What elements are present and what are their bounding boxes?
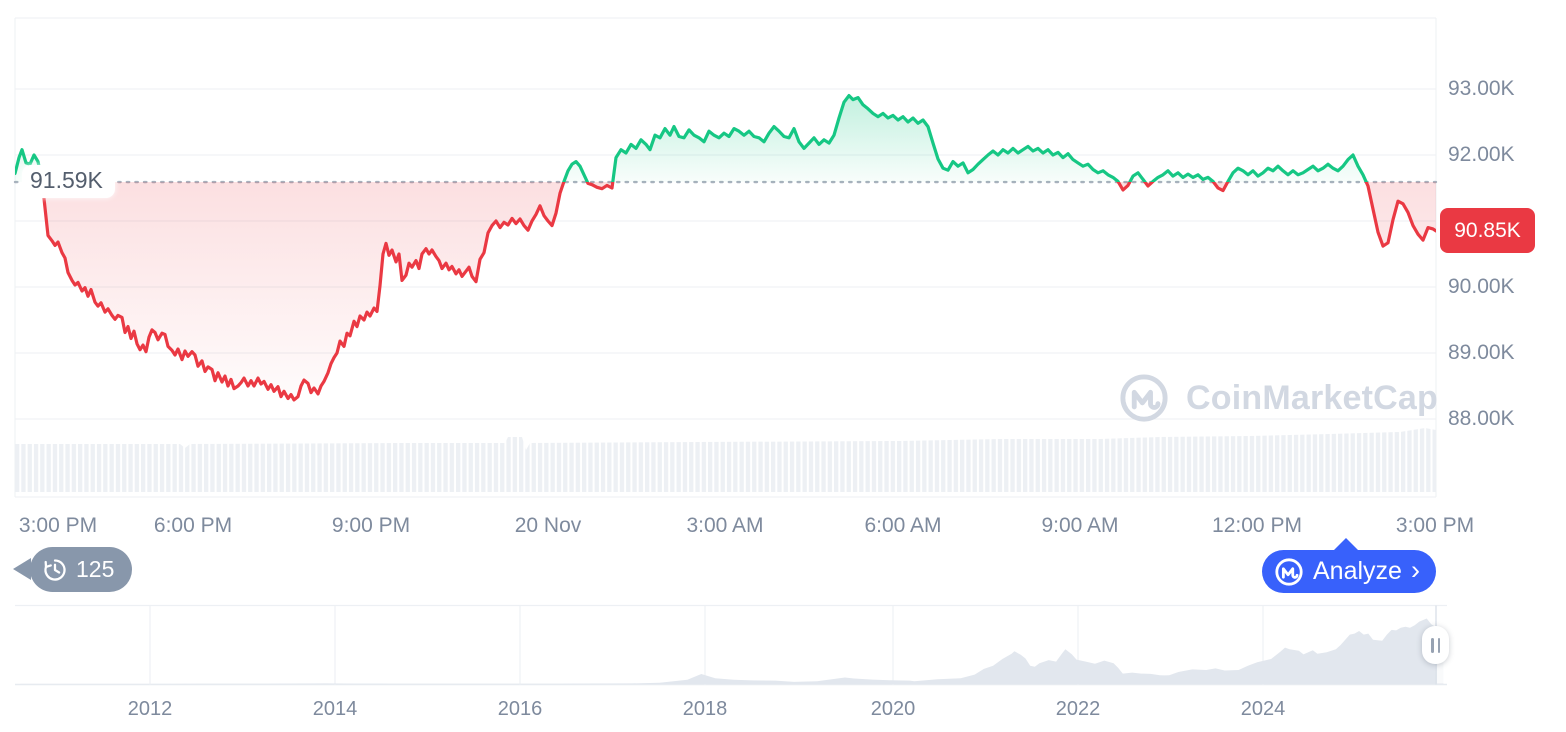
x-axis-label: 12:00 PM	[1212, 514, 1302, 537]
year-label: 2022	[1055, 698, 1101, 720]
x-axis-label: 20 Nov	[514, 514, 582, 537]
price-line-down	[40, 182, 1436, 402]
navigator-resize-handle[interactable]	[1422, 626, 1449, 664]
price-area-down	[15, 182, 1436, 400]
handle-grip	[1431, 637, 1434, 653]
baseline-price-label: 91.59K	[22, 165, 115, 199]
year-label: 2018	[682, 698, 728, 720]
chevron-right-icon: ›	[1410, 555, 1420, 585]
analyze-button[interactable]: Analyze ›	[1262, 538, 1436, 593]
year-label: 2016	[497, 698, 543, 720]
watermark-text: CoinMarketCap	[1186, 378, 1438, 417]
badge-left-pointer	[13, 558, 31, 580]
x-axis-label: 6:00 AM	[864, 514, 942, 537]
coinmarketcap-logo-icon	[1275, 557, 1303, 586]
history-count: 125	[76, 556, 115, 582]
y-axis-label: 89.00K	[1448, 341, 1515, 364]
y-axis-label: 88.00K	[1448, 407, 1515, 430]
y-axis-label: 90.00K	[1448, 275, 1515, 298]
caret-up-icon	[1333, 538, 1359, 551]
x-axis-label: 9:00 AM	[1041, 514, 1119, 537]
x-axis-label: 3:00 PM	[18, 514, 98, 537]
year-label: 2014	[312, 698, 358, 720]
x-axis-label: 3:00 AM	[686, 514, 764, 537]
y-axis-label: 93.00K	[1448, 77, 1515, 100]
history-clock-icon	[44, 558, 66, 581]
price-line-up	[15, 94, 1368, 183]
year-label: 2024	[1240, 698, 1286, 720]
year-label: 2020	[870, 698, 916, 720]
volume-bars	[15, 428, 1436, 492]
x-axis-label: 3:00 PM	[1395, 514, 1475, 537]
year-label: 2012	[127, 698, 173, 720]
timeline-navigator[interactable]	[15, 604, 1447, 686]
x-axis-label: 9:00 PM	[331, 514, 411, 537]
x-axis-label: 6:00 PM	[153, 514, 233, 537]
analyze-label: Analyze	[1313, 557, 1402, 585]
coinmarketcap-watermark: CoinMarketCap	[1118, 372, 1438, 424]
handle-grip	[1437, 637, 1440, 653]
navigator-area	[20, 618, 1444, 684]
price-area-up	[15, 95, 1367, 183]
coinmarketcap-logo-icon	[1120, 374, 1168, 422]
y-axis-label: 92.00K	[1448, 143, 1515, 166]
current-price-badge: 90.85K	[1440, 208, 1535, 254]
history-count-badge[interactable]: 125	[13, 547, 133, 592]
